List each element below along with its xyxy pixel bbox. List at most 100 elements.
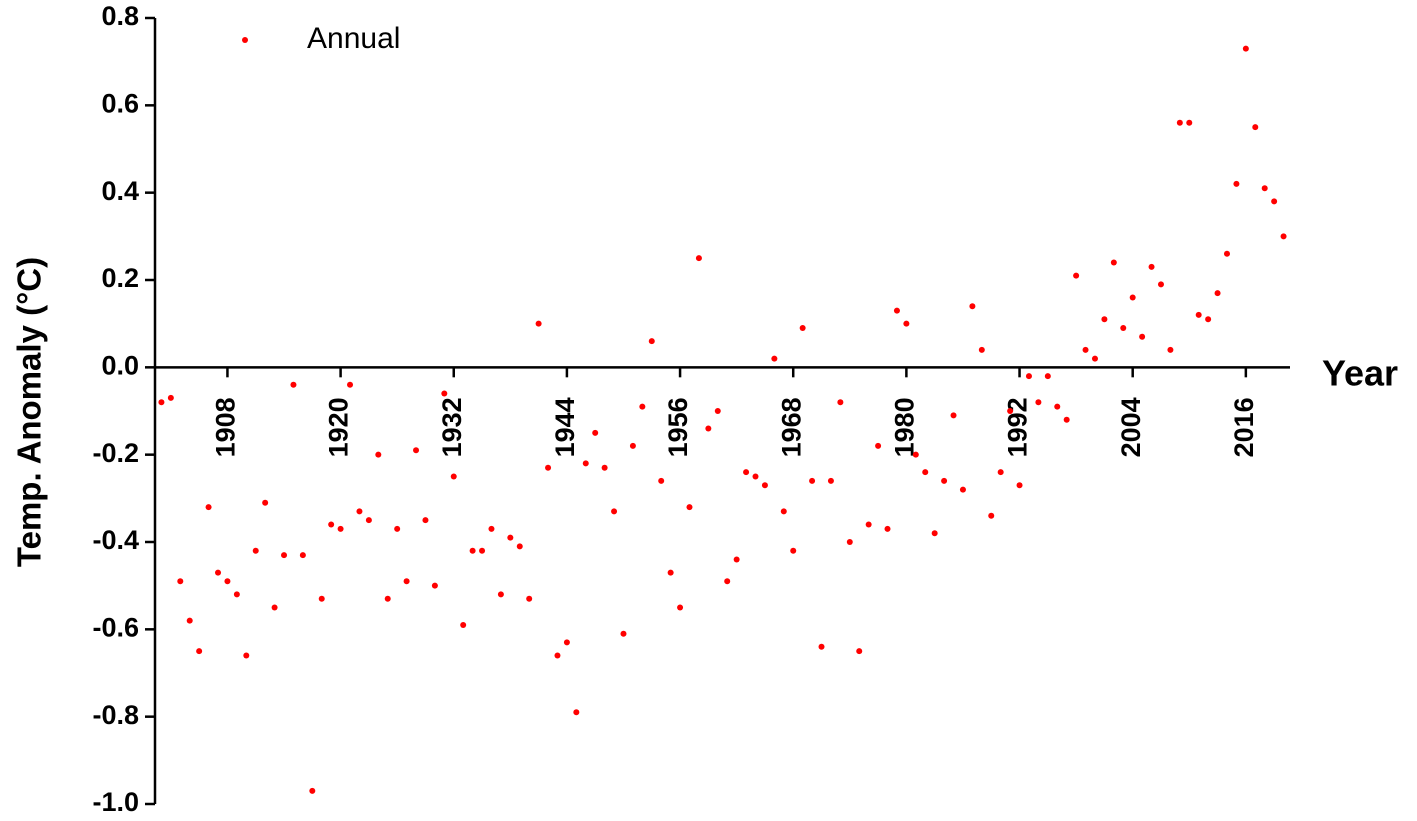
point <box>988 512 995 519</box>
point <box>1233 180 1240 187</box>
x-tick-label: 1968 <box>776 397 806 457</box>
point <box>271 604 278 611</box>
y-tick-label: 0.8 <box>101 1 139 31</box>
point <box>1186 119 1193 126</box>
point <box>875 442 882 449</box>
point <box>243 652 250 659</box>
point <box>205 504 212 511</box>
point <box>856 648 863 655</box>
point <box>1271 198 1278 205</box>
point <box>1252 124 1259 131</box>
point <box>299 552 306 559</box>
point <box>969 303 976 310</box>
point <box>771 355 778 362</box>
point <box>356 508 363 515</box>
point <box>403 578 410 585</box>
point <box>563 639 570 646</box>
point <box>790 547 797 554</box>
y-tick-label: -0.4 <box>92 525 139 555</box>
y-tick-label: -0.6 <box>92 612 139 642</box>
point <box>827 477 834 484</box>
point <box>658 477 665 484</box>
point <box>1016 482 1023 489</box>
point <box>997 469 1004 476</box>
point <box>1139 333 1146 340</box>
y-axis-label: Temp. Anomaly (°C) <box>11 257 48 567</box>
x-tick-label: 1992 <box>1003 397 1033 457</box>
legend-label: Annual <box>307 22 400 55</box>
point <box>686 504 693 511</box>
point <box>1167 346 1174 353</box>
point <box>912 451 919 458</box>
x-tick-label: 1932 <box>437 397 467 457</box>
point <box>959 486 966 493</box>
y-tick-label: 0.0 <box>101 350 139 380</box>
point <box>516 543 523 550</box>
point <box>488 525 495 532</box>
point <box>941 477 948 484</box>
point <box>318 595 325 602</box>
point <box>573 709 580 716</box>
legend-marker <box>242 37 248 43</box>
y-tick-label: -0.8 <box>92 700 139 730</box>
x-tick-label: 1944 <box>550 397 580 457</box>
point <box>460 621 467 628</box>
point <box>309 787 316 794</box>
point <box>743 469 750 476</box>
point <box>431 582 438 589</box>
point <box>252 547 259 554</box>
point <box>582 460 589 467</box>
point <box>903 320 910 327</box>
point <box>724 578 731 585</box>
point <box>262 499 269 506</box>
point <box>1148 263 1155 270</box>
point <box>215 569 222 576</box>
x-tick-label: 1956 <box>663 397 693 457</box>
point <box>705 425 712 432</box>
point <box>177 578 184 585</box>
point <box>1280 233 1287 240</box>
x-tick-label: 1908 <box>211 397 241 457</box>
y-tick-label: 0.4 <box>101 176 139 206</box>
y-tick-label: 0.6 <box>101 88 139 118</box>
point <box>1025 373 1032 380</box>
point <box>167 394 174 401</box>
point <box>450 473 457 480</box>
point <box>780 508 787 515</box>
point <box>752 473 759 480</box>
point <box>186 617 193 624</box>
x-tick-label: 1920 <box>324 397 354 457</box>
y-tick-label: 0.2 <box>101 263 139 293</box>
point <box>922 469 929 476</box>
point <box>601 464 608 471</box>
point <box>846 539 853 545</box>
point <box>158 399 165 406</box>
point <box>629 442 636 449</box>
point <box>1063 416 1070 423</box>
x-tick-label: 2004 <box>1116 397 1146 457</box>
point <box>1101 316 1108 323</box>
point <box>865 521 872 528</box>
point <box>526 595 533 602</box>
point <box>667 569 674 576</box>
point <box>347 381 354 388</box>
point <box>761 482 768 489</box>
point <box>639 403 646 410</box>
point <box>233 591 240 598</box>
point <box>1195 311 1202 318</box>
point <box>978 346 985 353</box>
point <box>1091 355 1098 362</box>
point <box>394 525 401 532</box>
point <box>1120 325 1127 332</box>
point <box>1242 45 1249 52</box>
point <box>1082 346 1089 353</box>
point <box>620 630 627 637</box>
point <box>837 399 844 406</box>
point <box>554 652 561 659</box>
point <box>497 591 504 598</box>
point <box>931 530 938 537</box>
point <box>281 552 288 559</box>
point <box>884 525 891 532</box>
point <box>479 547 486 554</box>
